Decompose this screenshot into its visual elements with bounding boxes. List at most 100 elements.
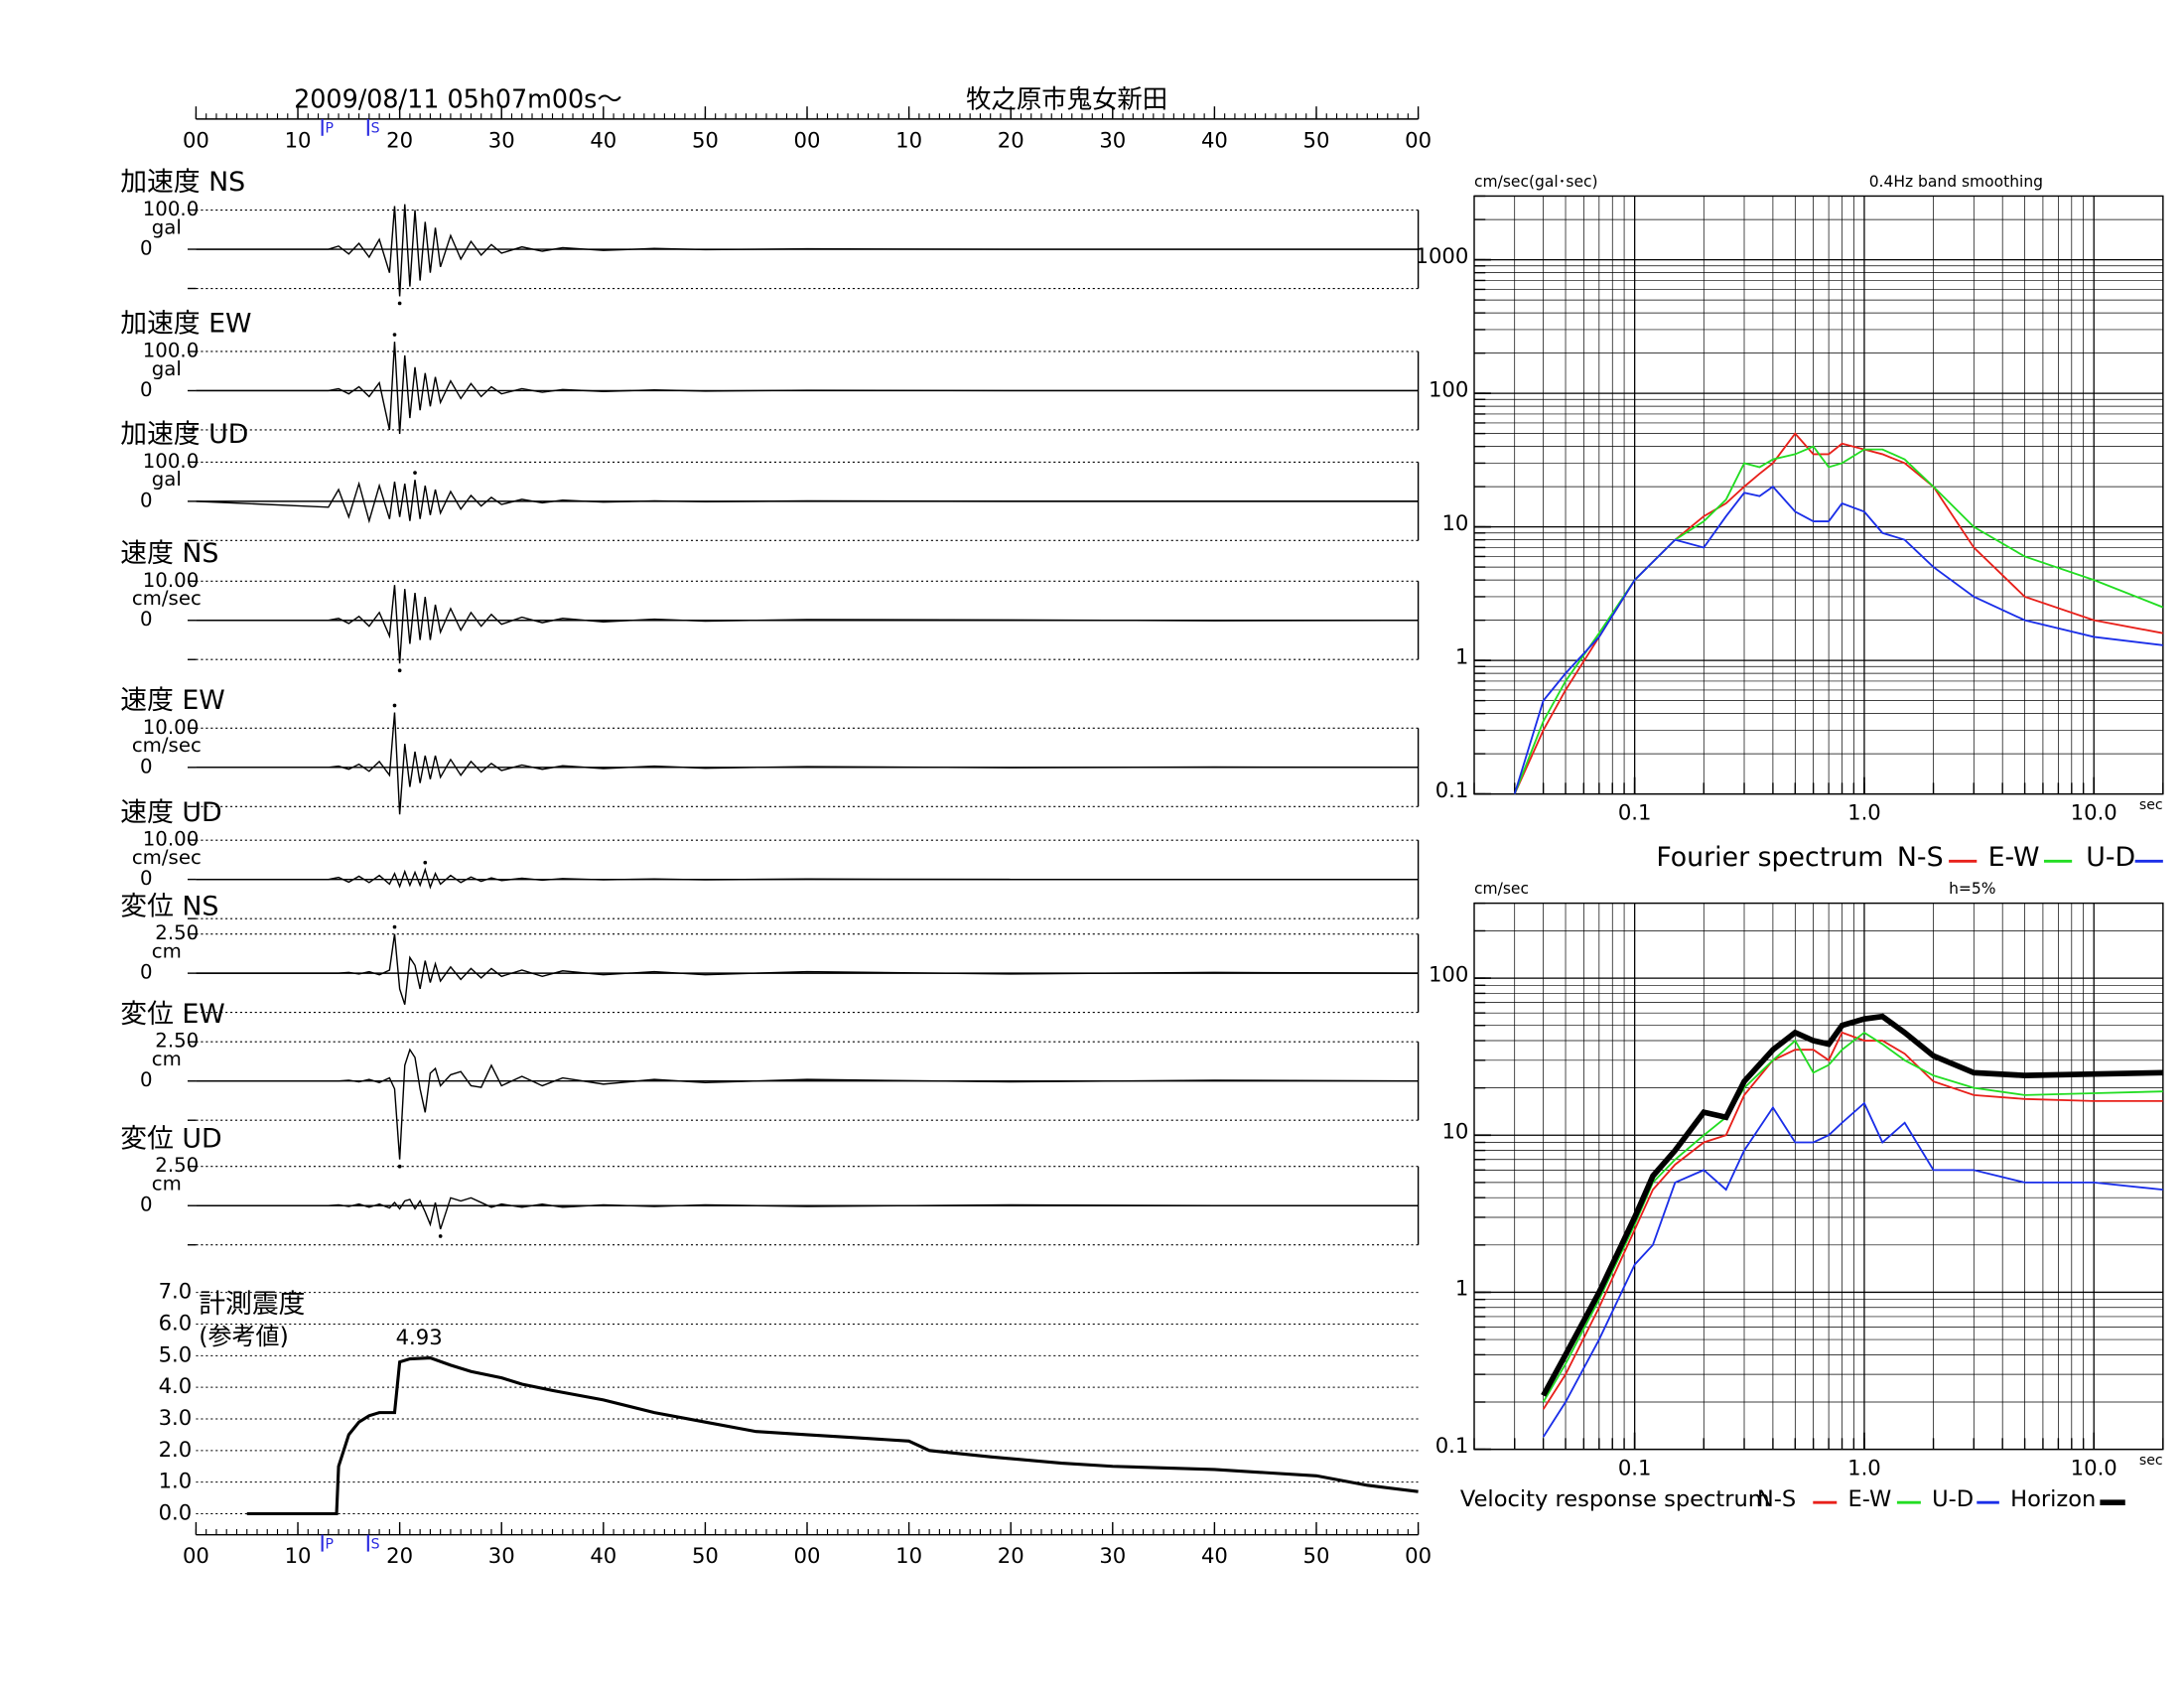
- x-tick-label: 10.0: [2071, 799, 2117, 824]
- trace-label: 変位 EW: [120, 999, 224, 1030]
- y-tick-label: 10.00: [143, 569, 199, 592]
- y-tick-label: 10.00: [143, 828, 199, 851]
- x-tick-label: 40: [590, 1543, 616, 1568]
- y-tick-label: 2.50: [155, 1030, 199, 1053]
- trace-unit: gal: [152, 468, 182, 491]
- x-tick-label: 40: [1201, 1543, 1228, 1568]
- y-tick-label: 2.50: [155, 921, 199, 944]
- trace-label: 変位 UD: [120, 1123, 221, 1154]
- station-name: 牧之原市鬼女新田: [966, 84, 1167, 114]
- y-tick-label: 1000: [1416, 243, 1469, 268]
- chart-title: 計測震度: [199, 1289, 305, 1320]
- y-tick-label: 3.0: [159, 1405, 193, 1430]
- x-tick-label: 30: [488, 127, 515, 152]
- spectrum-line: [1542, 1101, 2163, 1438]
- y-tick-label: 0.1: [1435, 777, 1469, 802]
- x-tick-label: 30: [488, 1543, 515, 1568]
- peak-dot: [438, 1234, 443, 1238]
- x-tick-label: 50: [1303, 127, 1330, 152]
- waveform: [196, 712, 1419, 815]
- y-tick-label: 1.0: [159, 1469, 193, 1493]
- y-tick-label: 10: [1441, 1118, 1468, 1143]
- x-unit: sec: [2139, 797, 2163, 813]
- y-tick-label: 5.0: [159, 1341, 193, 1366]
- peak-dot: [392, 924, 397, 929]
- y-tick-label: 100: [1429, 376, 1468, 401]
- y-tick-label: 10.00: [143, 716, 199, 739]
- trace-label: 変位 NS: [120, 891, 218, 921]
- y-unit: cm/sec(gal･sec): [1474, 173, 1598, 191]
- legend-label: U-D: [2086, 842, 2135, 873]
- trace-unit: cm: [152, 939, 182, 962]
- x-tick-label: 10: [895, 1543, 922, 1568]
- y-tick-label: 0: [140, 608, 153, 631]
- x-tick-label: 20: [998, 127, 1024, 152]
- trace-label: 加速度 EW: [120, 309, 251, 340]
- spectrum-line: [1542, 1031, 2163, 1410]
- peak-dot: [397, 1164, 402, 1169]
- x-tick-label: 20: [998, 1543, 1024, 1568]
- waveform: [196, 204, 1419, 297]
- x-tick-label: 20: [386, 127, 413, 152]
- x-tick-label: 50: [1303, 1543, 1330, 1568]
- x-tick-label: 00: [183, 1543, 209, 1568]
- y-tick-label: 0: [140, 961, 153, 984]
- trace-label: 加速度 NS: [120, 167, 245, 198]
- legend-label: E-W: [1848, 1486, 1892, 1512]
- legend-title: Fourier spectrum: [1656, 842, 1883, 873]
- spectrum-line: [1513, 485, 2163, 794]
- x-tick-label: 10.0: [2071, 1455, 2117, 1479]
- x-tick-label: 10: [285, 1543, 312, 1568]
- y-tick-label: 7.0: [159, 1279, 193, 1304]
- y-tick-label: 2.0: [159, 1437, 193, 1462]
- peak-dot: [413, 471, 417, 475]
- trace-label: 速度 EW: [120, 685, 224, 716]
- y-tick-label: 100.0: [143, 198, 199, 220]
- y-tick-label: 0: [140, 378, 153, 401]
- trace-unit: cm/sec: [132, 734, 202, 757]
- trace-unit: gal: [152, 357, 182, 380]
- y-tick-label: 0: [140, 489, 153, 511]
- phase-label: P: [325, 121, 334, 137]
- intensity-line: [246, 1355, 1419, 1516]
- waveform: [196, 480, 1419, 524]
- waveform: [196, 1048, 1419, 1160]
- x-tick-label: 30: [1099, 127, 1126, 152]
- x-tick-label: 10: [285, 127, 312, 152]
- legend-label: Horizon: [2010, 1486, 2096, 1512]
- peak-dot: [423, 860, 428, 865]
- y-tick-label: 100: [1429, 961, 1468, 986]
- y-tick-label: 0.0: [159, 1499, 193, 1524]
- x-tick-label: 00: [1405, 1543, 1432, 1568]
- y-tick-label: 4.0: [159, 1373, 193, 1398]
- x-tick-label: 00: [183, 127, 209, 152]
- waveform: [196, 933, 1419, 1005]
- x-tick-label: 1.0: [1847, 799, 1881, 824]
- x-tick-label: 30: [1099, 1543, 1126, 1568]
- plot-frame: [1473, 195, 2164, 795]
- x-unit: sec: [2139, 1453, 2163, 1469]
- trace-label: 速度 NS: [120, 538, 218, 569]
- trace-label: 速度 UD: [120, 797, 221, 828]
- waveform: [196, 342, 1419, 434]
- x-tick-label: 00: [794, 127, 821, 152]
- y-tick-label: 0: [140, 1068, 153, 1091]
- peak-dot: [392, 703, 397, 708]
- trace-unit: cm: [152, 1173, 182, 1196]
- legend-label: N-S: [1897, 842, 1944, 873]
- peak-dot: [392, 333, 397, 337]
- peak-dot: [397, 668, 402, 673]
- y-tick-label: 0.1: [1435, 1433, 1469, 1458]
- y-tick-label: 0: [140, 867, 153, 890]
- trace-unit: cm/sec: [132, 587, 202, 610]
- y-tick-label: 1: [1455, 643, 1468, 668]
- x-tick-label: 50: [692, 127, 719, 152]
- y-tick-label: 0: [140, 755, 153, 777]
- legend-title: Velocity response spectrum: [1460, 1486, 1770, 1512]
- trace-unit: gal: [152, 215, 182, 238]
- x-tick-label: 00: [1405, 127, 1432, 152]
- y-tick-label: 0: [140, 237, 153, 260]
